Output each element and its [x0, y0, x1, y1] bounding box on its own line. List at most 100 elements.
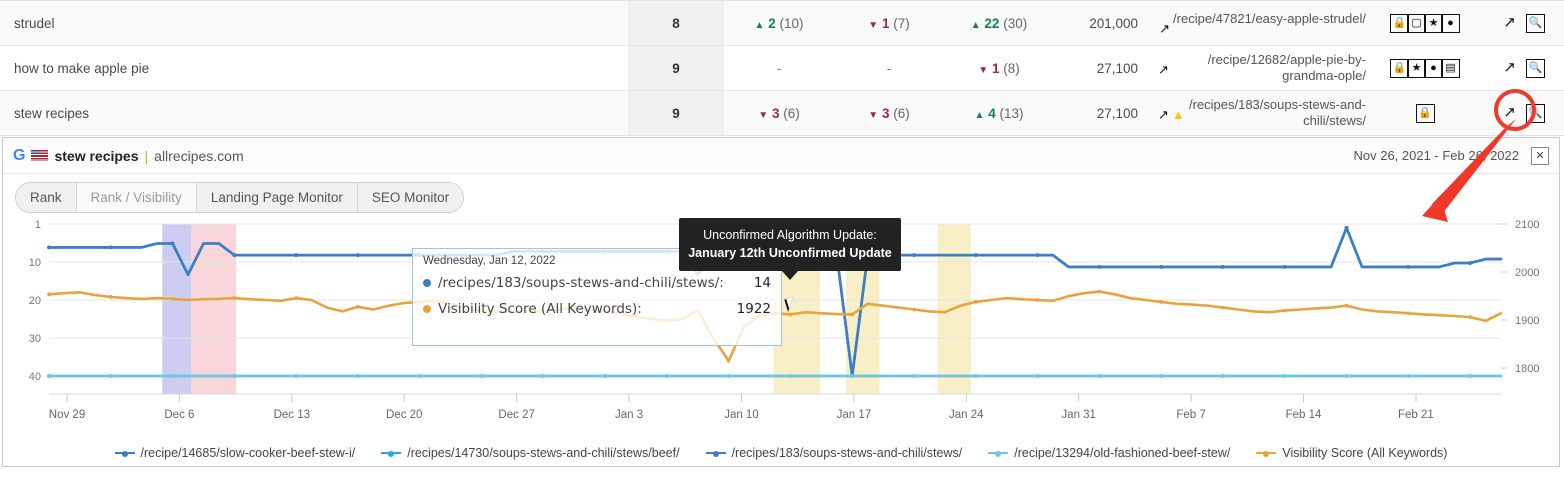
lock-icon[interactable]: 🔒	[1390, 58, 1409, 78]
tooltip-series-value: 1922	[736, 301, 771, 317]
landing-page-cell[interactable]: ↗ /recipe/47821/easy-apple-strudel/	[1148, 0, 1370, 46]
svg-text:Dec 6: Dec 6	[164, 409, 194, 421]
chart-hover-tooltip: Wednesday, Jan 12, 2022 /recipes/183/sou…	[412, 248, 782, 346]
svg-text:Dec 20: Dec 20	[386, 409, 422, 421]
image-icon[interactable]: ▢	[1407, 13, 1426, 33]
external-link-icon[interactable]: ↗	[1159, 21, 1171, 36]
svg-text:2000: 2000	[1515, 267, 1539, 279]
delta-3-cell: ▼ 1 (8)	[944, 45, 1054, 91]
legend-item[interactable]: /recipe/14685/slow-cooker-beef-stew-i/	[114, 446, 355, 460]
svg-text:Feb 7: Feb 7	[1176, 409, 1205, 421]
external-link-icon[interactable]: ↗	[1158, 106, 1169, 122]
keyword-cell[interactable]: strudel	[0, 0, 628, 46]
legend-label: /recipes/183/soups-stews-and-chili/stews…	[731, 446, 963, 460]
delta-up-indicator: ▲ 2	[754, 15, 776, 31]
legend-line-icon	[988, 451, 1009, 457]
delta-down-indicator: ▼ 1	[978, 60, 1000, 76]
legend-item[interactable]: Visibility Score (All Keywords)	[1256, 446, 1447, 460]
table-row[interactable]: stew recipes 9 ▼ 3 (6) ▼ 3 (6) ▲ 4 (13) …	[0, 90, 1564, 136]
chart-legend: /recipe/14685/slow-cooker-beef-stew-i/ /r…	[3, 446, 1559, 460]
table-body: strudel 8 ▲ 2 (10) ▼ 1 (7) ▲ 22 (30) 201…	[0, 0, 1564, 136]
star-icon[interactable]: ★	[1424, 13, 1443, 33]
trend-icon[interactable]: ↗	[1503, 59, 1516, 76]
delta-3-rank: (13)	[999, 105, 1024, 121]
svg-text:2100: 2100	[1515, 219, 1539, 231]
rank-cell: 8	[628, 0, 724, 46]
keyword-cell[interactable]: how to make apple pie	[0, 45, 628, 91]
tooltip-series-label: /recipes/183/soups-stews-and-chili/stews…	[438, 275, 724, 291]
tab-seo-monitor[interactable]: SEO Monitor	[357, 183, 464, 212]
lock-icon[interactable]: 🔒	[1390, 13, 1409, 33]
series-color-dot	[423, 279, 431, 287]
legend-label: /recipe/13294/old-fashioned-beef-stew/	[1014, 446, 1231, 460]
tab-landing-page-monitor[interactable]: Landing Page Monitor	[196, 183, 358, 212]
inspect-icon[interactable]: 🔍	[1526, 13, 1545, 33]
inspect-icon[interactable]: 🔍	[1526, 58, 1545, 78]
close-icon[interactable]: ✕	[1531, 146, 1549, 165]
trend-icon[interactable]: ↗	[1503, 104, 1516, 121]
panel-keyword: stew recipes	[54, 147, 139, 164]
chart-canvas[interactable]: 1 10 20 30 40 2100 2000 1900 1800 Nov 29 Dec 6 Dec …	[3, 216, 1561, 464]
rank-cell: 9	[628, 45, 724, 91]
svg-text:Feb 14: Feb 14	[1286, 409, 1322, 421]
tab-rank[interactable]: Rank	[16, 183, 77, 212]
svg-text:30: 30	[29, 333, 41, 345]
delta-3-rank: (30)	[1003, 15, 1028, 31]
delta-down-indicator: ▼ 3	[758, 105, 780, 121]
rank-visibility-chart[interactable]: 1 10 20 30 40 2100 2000 1900 1800 Nov 29 Dec 6 Dec …	[3, 216, 1561, 464]
svg-text:1800: 1800	[1515, 363, 1539, 375]
legend-label: Visibility Score (All Keywords)	[1282, 446, 1448, 460]
svg-text:1: 1	[35, 219, 41, 231]
tooltip-row: Visibility Score (All Keywords): 1922	[423, 301, 771, 317]
landing-page-url[interactable]: /recipe/47821/easy-apple-strudel/	[1173, 11, 1366, 26]
date-range-label[interactable]: Nov 26, 2021 - Feb 26, 2022	[1353, 148, 1519, 163]
landing-page-cell[interactable]: ↗ /recipe/12682/apple-pie-by-grandma-opl…	[1148, 45, 1370, 91]
svg-text:Jan 24: Jan 24	[949, 409, 984, 421]
row-actions-cell: ↗ 🔍	[1480, 45, 1564, 91]
legend-item[interactable]: /recipes/183/soups-stews-and-chili/stews…	[705, 446, 963, 460]
tooltip-series-label: Visibility Score (All Keywords):	[438, 301, 642, 317]
svg-text:1900: 1900	[1515, 315, 1539, 327]
trend-icon[interactable]: ↗	[1503, 14, 1516, 31]
chart-tabs: Rank Rank / Visibility Landing Page Moni…	[15, 182, 465, 213]
tab-rank-visibility[interactable]: Rank / Visibility	[76, 183, 197, 212]
landing-page-url[interactable]: /recipe/12682/apple-pie-by-grandma-ople/	[1207, 51, 1366, 83]
lock-icon[interactable]: 🔒	[1415, 103, 1435, 123]
tooltip-series-value: 14	[753, 275, 771, 291]
rank-cell: 9	[628, 90, 724, 136]
tooltip-date: Wednesday, Jan 12, 2022	[423, 255, 556, 267]
warning-icon: ▲	[1171, 106, 1185, 122]
serp-features-cell: 🔒 ▢ ★ ●	[1370, 0, 1480, 46]
chef-hat-icon[interactable]: ●	[1424, 58, 1443, 78]
delta-down-indicator: ▼ 3	[868, 105, 890, 121]
external-link-icon[interactable]: ↗	[1158, 61, 1169, 77]
table-row[interactable]: how to make apple pie 9 - - ▼ 1 (8) 27,1…	[0, 45, 1564, 91]
svg-text:Dec 13: Dec 13	[274, 409, 310, 421]
star-icon[interactable]: ★	[1407, 58, 1426, 78]
keyword-cell[interactable]: stew recipes	[0, 90, 628, 136]
delta-3-rank: (8)	[1003, 60, 1020, 76]
svg-text:40: 40	[29, 371, 41, 383]
date-range-group: Nov 26, 2021 - Feb 26, 2022 ✕	[1353, 146, 1549, 165]
legend-line-icon	[114, 451, 135, 457]
svg-text:Jan 3: Jan 3	[615, 409, 643, 421]
chef-hat-icon[interactable]: ●	[1441, 13, 1460, 33]
delta-1-cell: -	[724, 45, 834, 91]
landing-page-url[interactable]: /recipes/183/soups-stews-and-chili/stews…	[1188, 96, 1366, 128]
layout-icon[interactable]: ▤	[1441, 58, 1460, 78]
rank-visibility-panel: G stew recipes | allrecipes.com Nov 26, …	[2, 137, 1560, 467]
row-actions-cell: ↗ 🔍	[1480, 0, 1564, 46]
panel-domain: allrecipes.com	[154, 147, 244, 164]
landing-page-cell[interactable]: ↗ ▲ /recipes/183/soups-stews-and-chili/s…	[1148, 90, 1370, 136]
svg-text:10: 10	[29, 257, 41, 269]
tooltip-row: /recipes/183/soups-stews-and-chili/stews…	[423, 275, 771, 291]
svg-text:Jan 10: Jan 10	[724, 409, 759, 421]
inspect-icon[interactable]: 🔍	[1526, 103, 1545, 123]
delta-2-empty: -	[886, 60, 892, 76]
svg-text:Dec 27: Dec 27	[498, 409, 534, 421]
search-volume-cell: 27,100	[1054, 45, 1148, 91]
legend-item[interactable]: /recipe/13294/old-fashioned-beef-stew/	[988, 446, 1230, 460]
legend-item[interactable]: /recipes/14730/soups-stews-and-chili/ste…	[381, 446, 680, 460]
title-separator: |	[144, 147, 149, 164]
table-row[interactable]: strudel 8 ▲ 2 (10) ▼ 1 (7) ▲ 22 (30) 201…	[0, 0, 1564, 46]
